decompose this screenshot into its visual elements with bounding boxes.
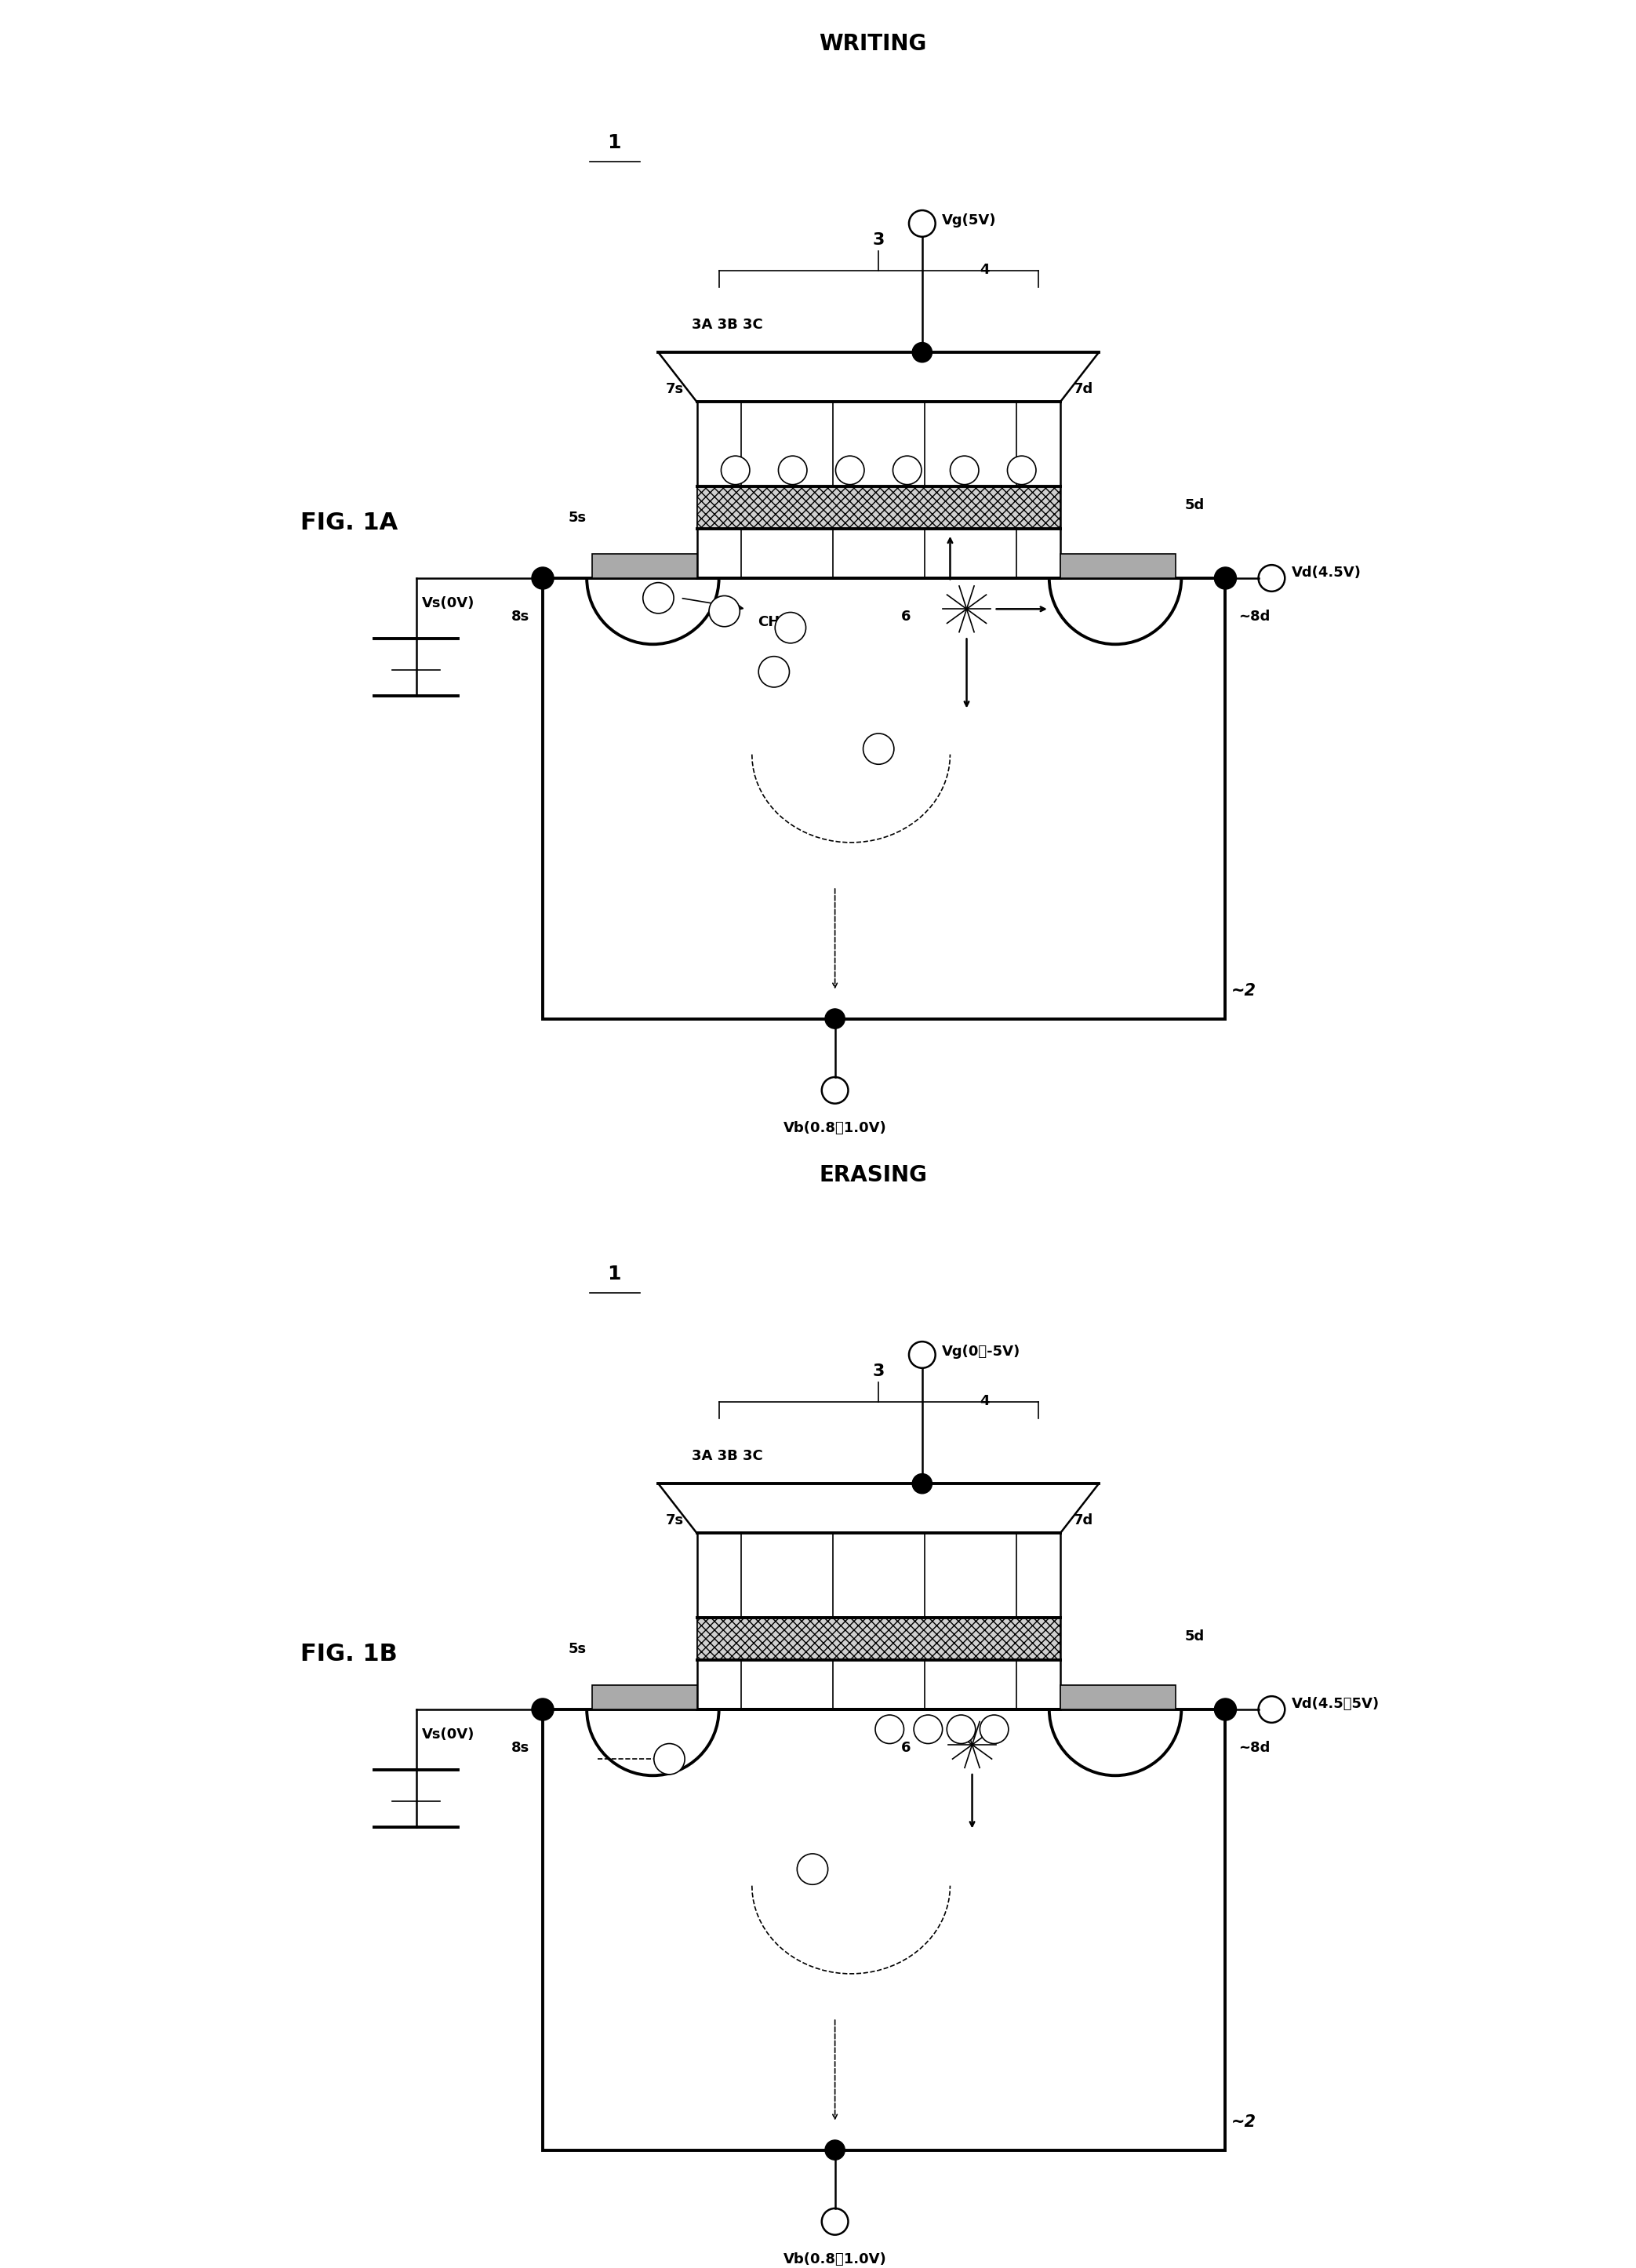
Text: -: - — [772, 667, 777, 678]
Circle shape — [913, 1474, 933, 1495]
Text: -: - — [721, 606, 726, 617]
Text: Vd(4.5～5V): Vd(4.5～5V) — [1291, 1696, 1379, 1710]
Text: +: + — [924, 1724, 933, 1735]
Text: 5s: 5s — [569, 510, 587, 524]
Circle shape — [951, 456, 978, 485]
Bar — [592, 553, 697, 578]
Text: ~8d: ~8d — [1238, 610, 1270, 624]
Text: 3A 3B 3C: 3A 3B 3C — [692, 318, 762, 331]
Text: Vg(5V): Vg(5V) — [942, 213, 996, 227]
Text: Vd(4.5V): Vd(4.5V) — [1291, 565, 1361, 581]
Text: ~2: ~2 — [1230, 984, 1256, 998]
Circle shape — [915, 1715, 942, 1744]
Text: +: + — [990, 1724, 998, 1735]
Text: 3: 3 — [872, 1363, 885, 1379]
Text: FIG. 1A: FIG. 1A — [301, 513, 398, 535]
Circle shape — [836, 456, 864, 485]
Bar — [1060, 553, 1176, 578]
Circle shape — [947, 1715, 975, 1744]
Circle shape — [532, 567, 553, 590]
Text: 8s: 8s — [512, 1742, 530, 1755]
Text: 5s: 5s — [569, 1642, 587, 1656]
Circle shape — [1214, 567, 1237, 590]
Circle shape — [721, 456, 749, 485]
Circle shape — [980, 1715, 1008, 1744]
Text: 1: 1 — [607, 134, 622, 152]
Circle shape — [1008, 456, 1036, 485]
Text: Vb(0.8～1.0V): Vb(0.8～1.0V) — [784, 2252, 887, 2266]
Text: Vb(0.8～1.0V): Vb(0.8～1.0V) — [784, 1120, 887, 1136]
Text: Vs(0V): Vs(0V) — [422, 596, 474, 610]
Text: ERASING: ERASING — [820, 1163, 928, 1186]
Text: 7s: 7s — [666, 1513, 684, 1526]
Circle shape — [532, 1699, 553, 1721]
Circle shape — [643, 583, 674, 612]
Text: ~8d: ~8d — [1238, 1742, 1270, 1755]
Text: 7d: 7d — [1073, 1513, 1093, 1526]
Bar — [1060, 1685, 1176, 1710]
Bar — [543, 578, 1225, 1018]
Bar — [697, 488, 1060, 528]
Bar — [697, 1617, 1060, 1660]
Bar — [697, 1617, 1060, 1660]
Text: CH: CH — [757, 615, 779, 628]
Circle shape — [654, 1744, 685, 1774]
Text: -: - — [810, 1864, 815, 1876]
Text: 8s: 8s — [512, 610, 530, 624]
Text: 7d: 7d — [1073, 381, 1093, 397]
Text: FIG. 1B: FIG. 1B — [301, 1642, 398, 1665]
Text: 4: 4 — [980, 263, 990, 277]
Text: ~2: ~2 — [1230, 2114, 1256, 2130]
Bar — [697, 488, 1060, 528]
Text: +: + — [885, 1724, 895, 1735]
Circle shape — [797, 1853, 828, 1885]
Text: -: - — [875, 744, 882, 755]
Bar — [543, 1710, 1225, 2150]
Circle shape — [875, 1715, 903, 1744]
Circle shape — [825, 2141, 844, 2159]
Text: 4: 4 — [980, 1395, 990, 1408]
Circle shape — [864, 733, 893, 764]
Circle shape — [825, 1009, 844, 1030]
Text: -: - — [667, 1753, 672, 1765]
Text: -: - — [656, 592, 661, 603]
Text: 5d: 5d — [1184, 499, 1204, 513]
Circle shape — [913, 342, 933, 363]
Circle shape — [708, 596, 739, 626]
Text: 7s: 7s — [666, 381, 684, 397]
Bar — [592, 1685, 697, 1710]
Circle shape — [1214, 1699, 1237, 1721]
Text: +: + — [957, 1724, 965, 1735]
Text: 6: 6 — [901, 610, 911, 624]
Text: Vg(0～-5V): Vg(0～-5V) — [942, 1345, 1021, 1359]
Text: WRITING: WRITING — [820, 34, 928, 54]
Circle shape — [759, 655, 790, 687]
Text: 3A 3B 3C: 3A 3B 3C — [692, 1449, 762, 1463]
Text: 3: 3 — [872, 231, 885, 247]
Text: 6: 6 — [901, 1742, 911, 1755]
Text: 1: 1 — [607, 1266, 622, 1284]
Text: 5d: 5d — [1184, 1631, 1204, 1644]
Circle shape — [893, 456, 921, 485]
Circle shape — [779, 456, 807, 485]
Text: -: - — [789, 621, 793, 633]
Text: Vs(0V): Vs(0V) — [422, 1728, 474, 1742]
Circle shape — [775, 612, 807, 644]
